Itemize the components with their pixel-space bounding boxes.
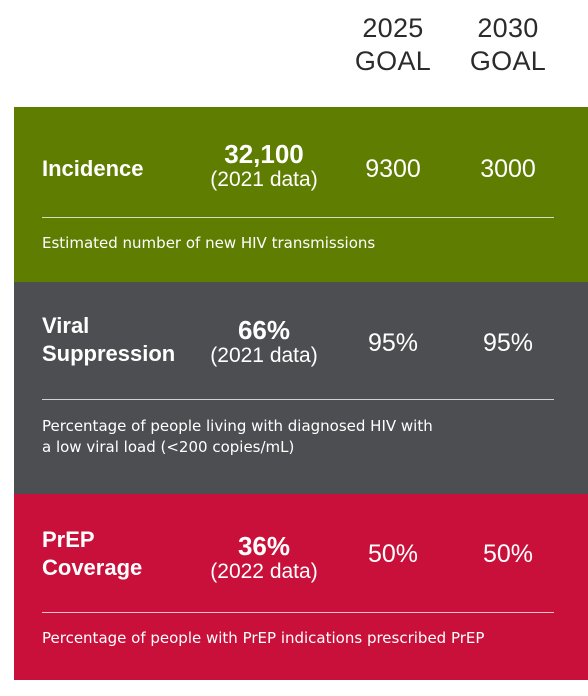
goal-2025-year: 2025	[362, 13, 424, 43]
goal-2025-label: GOAL	[354, 46, 432, 76]
viral-suppression-goal-2030: 95%	[482, 329, 534, 357]
incidence-panel: Incidence 32,100 (2021 data) 9300 3000 E…	[14, 107, 588, 282]
incidence-current: 32,100 (2021 data)	[197, 140, 331, 192]
incidence-description: Estimated number of new HIV transmission…	[42, 233, 572, 254]
prep-coverage-panel: PrEP Coverage 36% (2022 data) 50% 50% Pe…	[14, 494, 588, 680]
viral-suppression-current-note: (2021 data)	[210, 344, 318, 367]
viral-suppression-current: 66% (2021 data)	[197, 316, 331, 368]
prep-coverage-title-line-2: Coverage	[42, 555, 143, 580]
prep-coverage-divider	[42, 612, 554, 613]
viral-suppression-divider	[42, 399, 554, 400]
viral-suppression-description-line-2: a low viral load (<200 copies/mL)	[42, 438, 295, 456]
goal-2025-header: 2025 GOAL	[338, 12, 448, 78]
incidence-current-value: 32,100	[224, 139, 304, 169]
viral-suppression-title-line-1: Viral	[42, 313, 90, 338]
viral-suppression-title: Viral Suppression	[42, 312, 175, 368]
incidence-current-note: (2021 data)	[210, 168, 318, 191]
incidence-divider	[42, 217, 554, 218]
viral-suppression-description: Percentage of people living with diagnos…	[42, 416, 572, 458]
viral-suppression-panel: Viral Suppression 66% (2021 data) 95% 95…	[14, 282, 588, 494]
incidence-description-line-1: Estimated number of new HIV transmission…	[42, 234, 376, 252]
prep-coverage-title-line-1: PrEP	[42, 527, 95, 552]
prep-coverage-goal-2025: 50%	[367, 540, 419, 568]
prep-coverage-description-line-1: Percentage of people with PrEP indicatio…	[42, 629, 485, 647]
prep-coverage-description: Percentage of people with PrEP indicatio…	[42, 628, 572, 649]
incidence-title: Incidence	[42, 155, 143, 183]
viral-suppression-goal-2025: 95%	[367, 329, 419, 357]
prep-coverage-current-value: 36%	[237, 531, 291, 561]
viral-suppression-title-line-2: Suppression	[42, 341, 176, 366]
prep-coverage-current-note: (2022 data)	[210, 560, 318, 583]
prep-coverage-goal-2030: 50%	[482, 540, 534, 568]
goal-2030-label: GOAL	[469, 46, 547, 76]
incidence-goal-2025: 9300	[365, 155, 421, 183]
prep-coverage-title: PrEP Coverage	[42, 526, 142, 582]
prep-coverage-current: 36% (2022 data)	[197, 532, 331, 584]
incidence-title-line-1: Incidence	[42, 156, 144, 181]
incidence-goal-2030: 3000	[480, 155, 536, 183]
viral-suppression-current-value: 66%	[237, 315, 291, 345]
viral-suppression-description-line-1: Percentage of people living with diagnos…	[42, 417, 433, 435]
goal-2030-year: 2030	[477, 13, 539, 43]
goal-2030-header: 2030 GOAL	[453, 12, 563, 78]
